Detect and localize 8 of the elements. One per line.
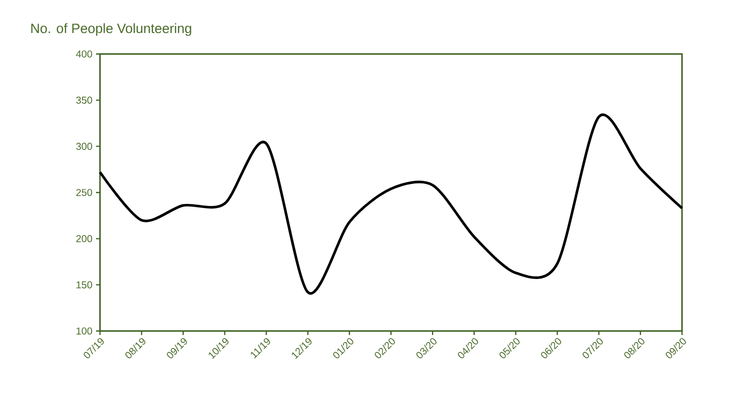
y-tick-label: 100: [76, 327, 92, 335]
y-tick-label: 350: [76, 96, 92, 104]
y-tick-label: 200: [76, 235, 92, 242]
y-tick-label: 400: [76, 50, 92, 58]
y-tick-label: 300: [76, 142, 92, 150]
y-tick-label: 250: [76, 188, 92, 196]
y-tick-label: 150: [76, 281, 92, 288]
chart-title: No. of People Volunteering: [31, 23, 192, 36]
